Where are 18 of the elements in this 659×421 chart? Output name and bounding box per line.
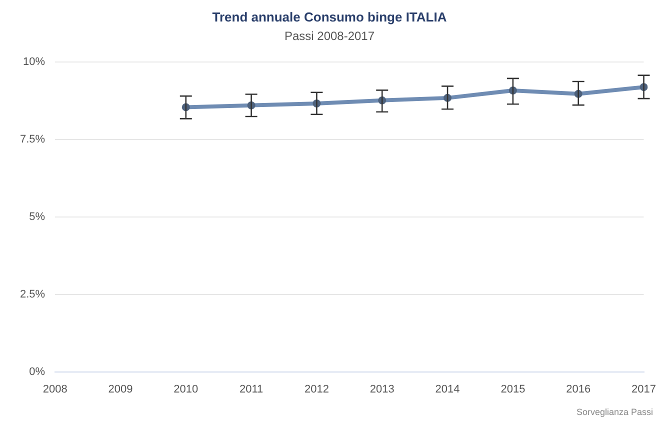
x-tick-label: 2015 (500, 383, 526, 396)
y-tick-label: 10% (23, 56, 46, 68)
chart-subtitle: Passi 2008-2017 (284, 29, 375, 44)
x-tick-label: 2016 (566, 383, 591, 396)
y-tick-label: 7.5% (20, 133, 46, 146)
y-tick-label: 2.5% (20, 288, 46, 300)
text: Sorveglianza Passi (576, 406, 653, 417)
x-tick-label: 2013 (370, 383, 394, 396)
x-tick-label: 2014 (435, 383, 460, 396)
y-tick-label: 5% (29, 210, 46, 223)
x-tick-label: 2008 (42, 383, 68, 396)
y-tick-label: 0% (29, 366, 46, 378)
x-tick-label: 2017 (632, 383, 656, 396)
x-tick-label: 2011 (239, 383, 264, 396)
x-tick-label: 2009 (108, 383, 133, 396)
x-tick-label: 2010 (174, 383, 198, 396)
chart-title: Trend annuale Consumo binge ITALIA (212, 9, 448, 24)
x-tick-label: 2012 (304, 383, 329, 396)
